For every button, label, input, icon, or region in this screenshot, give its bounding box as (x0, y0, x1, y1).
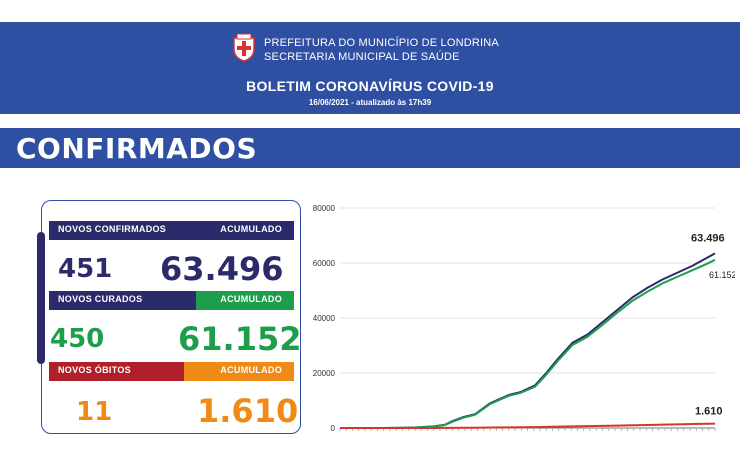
deaths-acc-label: ACUMULADO (220, 365, 282, 375)
series-end-label-0: 63.496 (691, 232, 725, 244)
deaths-band: NOVOS ÓBITOS ACUMULADO (49, 362, 294, 381)
card-accent (37, 232, 45, 364)
confirmed-band: NOVOS CONFIRMADOS ACUMULADO (49, 221, 294, 240)
deaths-label: NOVOS ÓBITOS (58, 365, 131, 375)
cumulative-line-chart: 0 20000 40000 60000 80000 63.496 61.152 1.610 (313, 204, 735, 433)
y-tick-label: 80000 (313, 204, 336, 213)
recovered-new: 450 (50, 324, 105, 354)
series-end-label-1: 61.152 (709, 270, 735, 280)
confirmed-new: 451 (58, 254, 113, 284)
series-line-2 (340, 422, 716, 429)
header-banner: PREFEITURA DO MUNICÍPIO DE LONDRINA SECR… (0, 22, 740, 114)
recovered-acc-label: ACUMULADO (220, 294, 282, 304)
bulletin-title: BOLETIM CORONAVÍRUS COVID-19 (246, 78, 494, 94)
recovered-band: NOVOS CURADOS ACUMULADO (49, 291, 294, 310)
deaths-new: 11 (76, 397, 113, 427)
section-bar: CONFIRMADOS (0, 128, 740, 168)
org-department: SECRETARIA MUNICIPAL DE SAÚDE (264, 51, 460, 63)
section-title: CONFIRMADOS (16, 132, 258, 165)
bulletin-date: 16/06/2021 - atualizado às 17h39 (308, 98, 432, 107)
y-tick-label: 0 (331, 424, 336, 433)
y-tick-label: 60000 (313, 259, 336, 268)
y-tick-label: 40000 (313, 314, 336, 323)
city-coat-of-arms-icon (233, 33, 255, 62)
confirmed-acc-label: ACUMULADO (220, 224, 282, 234)
series-line-0 (340, 252, 716, 429)
org-name: PREFEITURA DO MUNICÍPIO DE LONDRINA (264, 37, 499, 49)
deaths-total: 1.610 (197, 392, 299, 430)
recovered-total: 61.152 (178, 320, 302, 358)
recovered-label: NOVOS CURADOS (58, 294, 143, 304)
y-tick-label: 20000 (313, 369, 336, 378)
series-end-label-2: 1.610 (695, 406, 723, 418)
confirmed-total: 63.496 (160, 250, 284, 288)
confirmed-label: NOVOS CONFIRMADOS (58, 224, 167, 234)
series-line-1 (340, 258, 716, 429)
